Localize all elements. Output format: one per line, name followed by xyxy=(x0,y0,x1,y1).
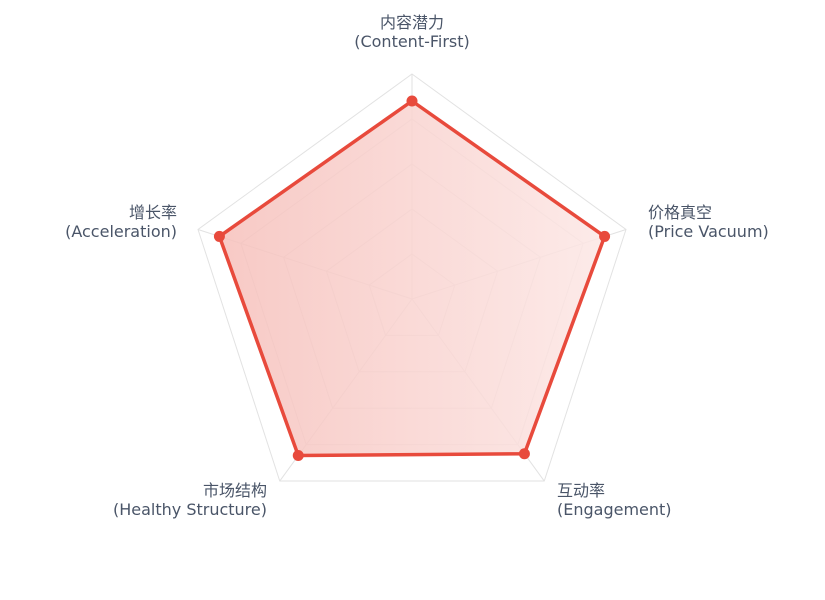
radar-point-4[interactable] xyxy=(213,230,225,242)
indicator-label-cn-1: 价格真空 xyxy=(648,203,712,222)
radar-series xyxy=(213,95,611,462)
indicator-label-en-2: (Engagement) xyxy=(557,500,672,519)
indicator-label-cn-3: 市场结构 xyxy=(203,481,267,500)
radar-indicator-labels: 内容潜力(Content-First) 价格真空(Price Vacuum) 互动率… xyxy=(65,13,769,519)
indicator-label-cn-0: 内容潜力 xyxy=(380,13,444,32)
indicator-label-cn-2: 互动率 xyxy=(557,481,605,500)
radar-grid-ring-5 xyxy=(197,73,627,482)
indicator-label-en-4: (Acceleration) xyxy=(65,222,177,241)
indicator-label-cn-4: 增长率 xyxy=(129,203,177,222)
indicator-label-en-1: (Price Vacuum) xyxy=(648,222,769,241)
radar-point-3[interactable] xyxy=(292,450,304,462)
radar-point-1[interactable] xyxy=(599,230,611,242)
indicator-label-en-3: (Healthy Structure) xyxy=(113,500,267,519)
indicator-label-en-0: (Content-First) xyxy=(354,32,470,51)
radar-series-area xyxy=(217,99,607,458)
radar-point-2[interactable] xyxy=(518,448,530,460)
radar-point-0[interactable] xyxy=(406,95,418,107)
